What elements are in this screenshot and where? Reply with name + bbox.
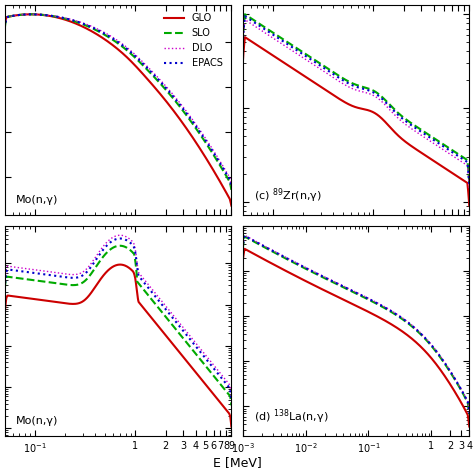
Text: (d) $^{138}$La(n,γ): (d) $^{138}$La(n,γ) [254,407,328,426]
Text: E [MeV]: E [MeV] [213,456,261,469]
Text: Mo(n,γ): Mo(n,γ) [16,195,58,205]
Legend: GLO, SLO, DLO, EPACS: GLO, SLO, DLO, EPACS [161,9,227,72]
Text: Mo(n,γ): Mo(n,γ) [16,416,58,426]
Text: (c) $^{89}$Zr(n,γ): (c) $^{89}$Zr(n,γ) [254,186,322,205]
